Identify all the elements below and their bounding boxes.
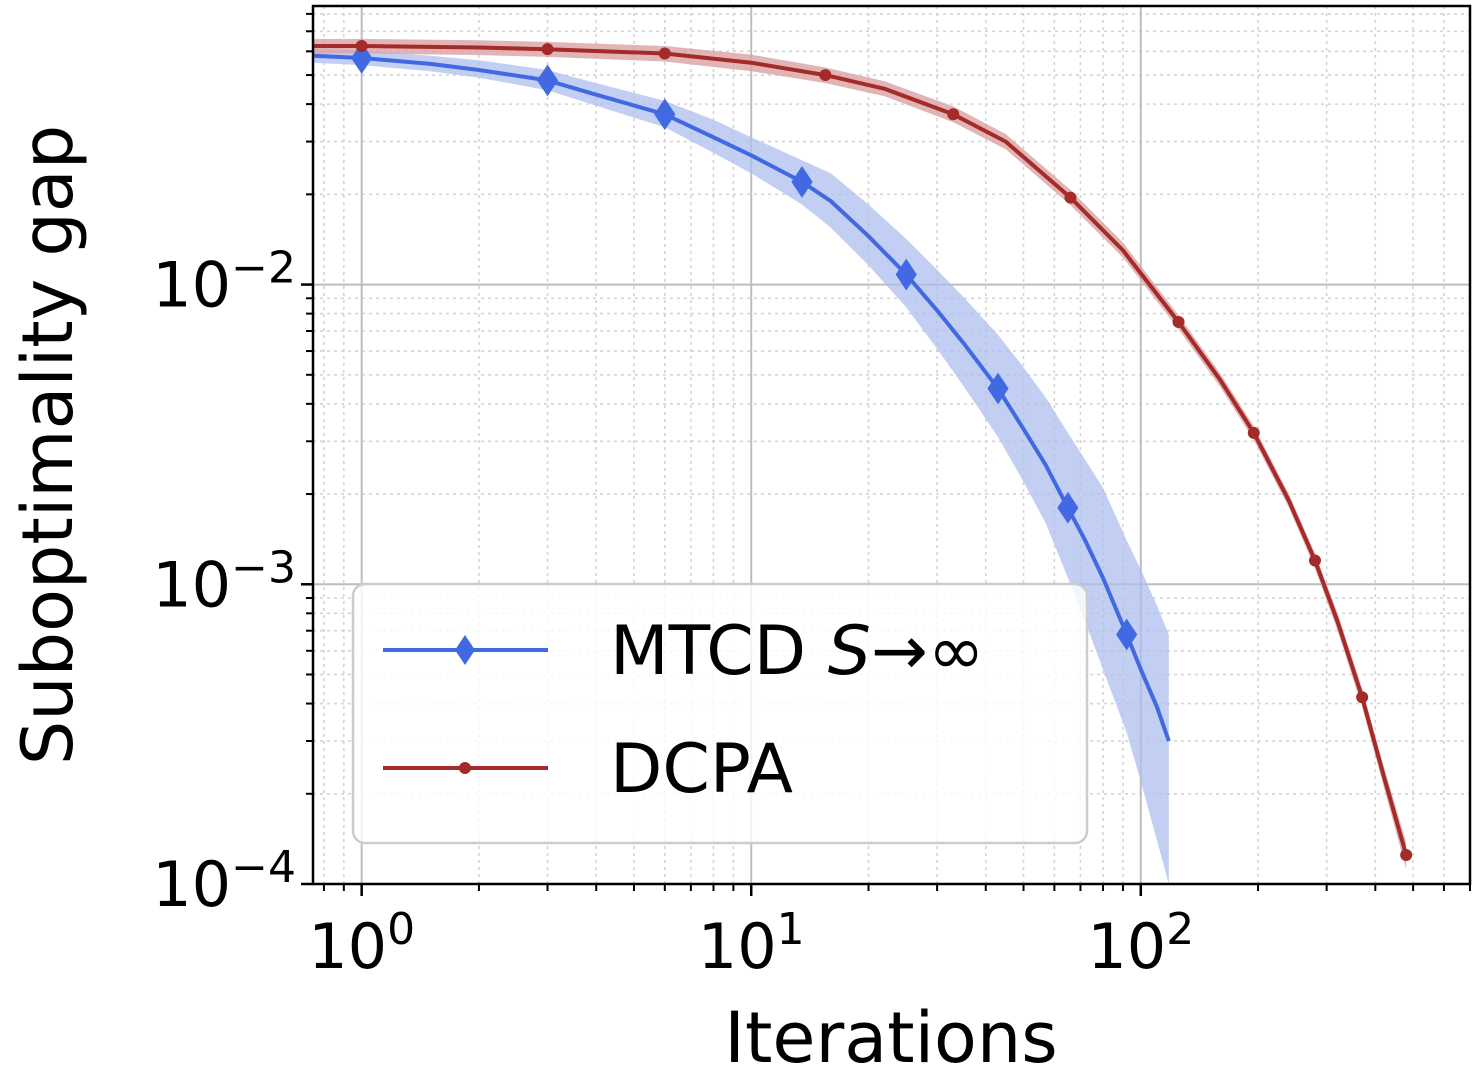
marker-mtcd xyxy=(791,166,813,198)
y-tick-label: 10−4 xyxy=(152,842,296,921)
y-tick-label: 10−3 xyxy=(152,542,296,621)
marker-dcpa xyxy=(1308,554,1321,567)
plot-frame xyxy=(311,4,1472,886)
x-tick-label: 102 xyxy=(1087,904,1194,983)
marker-dcpa xyxy=(1247,426,1260,439)
x-tick-label: 100 xyxy=(308,904,415,983)
y-tick-label: 10−2 xyxy=(152,243,296,322)
legend-label-dcpa: DCPA xyxy=(610,730,793,809)
marker-mtcd xyxy=(1057,491,1079,524)
marker-mtcd xyxy=(987,372,1009,405)
legend-marker-mtcd xyxy=(455,635,475,665)
marker-dcpa xyxy=(819,69,832,82)
marker-dcpa xyxy=(1400,848,1413,861)
marker-mtcd xyxy=(1116,618,1138,651)
legend: MTCD S→∞ DCPA xyxy=(351,582,1089,845)
x-axis-title: Iterations xyxy=(724,997,1057,1070)
axis-ticks xyxy=(301,12,1471,896)
marker-mtcd xyxy=(536,64,559,97)
x-tick-label: 101 xyxy=(698,904,805,983)
marker-dcpa xyxy=(355,40,368,53)
marker-dcpa xyxy=(1356,691,1369,704)
marker-dcpa xyxy=(1172,316,1185,329)
marker-dcpa xyxy=(658,47,671,60)
marker-dcpa xyxy=(1064,191,1077,204)
series-markers xyxy=(351,40,1413,861)
y-axis-title: Suboptimality gap xyxy=(7,125,89,765)
legend-marker-dcpa xyxy=(459,762,471,774)
marker-mtcd xyxy=(351,42,373,74)
legend-label-mtcd-italic: S xyxy=(828,612,871,691)
legend-label-mtcd-main: MTCD xyxy=(610,612,828,691)
marker-dcpa xyxy=(947,108,960,121)
marker-mtcd xyxy=(895,258,917,291)
legend-label-mtcd: MTCD S→∞ xyxy=(610,612,984,691)
marker-mtcd xyxy=(654,98,676,131)
marker-dcpa xyxy=(541,43,554,56)
legend-label-mtcd-tail: →∞ xyxy=(871,612,985,691)
tick-labels: 100 101 102 10−2 10−3 10−4 xyxy=(152,243,1194,983)
